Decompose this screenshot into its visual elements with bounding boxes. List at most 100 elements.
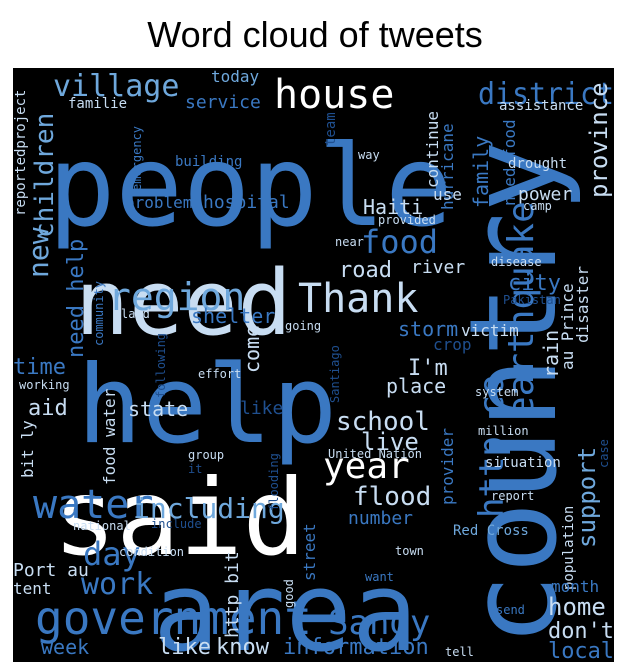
cloud-word: near [335,235,364,249]
cloud-word: drought [508,156,567,172]
cloud-word: school [336,407,430,437]
cloud-word: come [240,325,264,373]
cloud-word: time [13,355,66,380]
cloud-word: provider [438,428,457,505]
cloud-word: need help [64,239,89,358]
cloud-word: use [433,185,462,204]
cloud-word: Port au [13,560,89,581]
cloud-word: report [491,489,534,503]
cloud-word: building [175,154,242,170]
cloud-word: crop [433,335,472,354]
cloud-word: week [41,635,89,659]
cloud-word: condition [119,545,184,559]
cloud-word: camp [523,199,552,213]
cloud-word: state [128,397,188,421]
cloud-word: situation [485,455,561,471]
cloud-background [13,68,614,662]
cloud-word: team [323,112,339,146]
cloud-word: information [283,635,429,660]
word-cloud-panel: people need help said area country government w… [13,68,614,662]
cloud-word: http co [472,375,512,518]
cloud-word: don't [548,619,614,644]
cloud-word: help [77,343,337,468]
cloud-word: place [386,374,446,398]
cloud-word: system [475,385,518,399]
cloud-word: rain [539,330,563,378]
cloud-word: victim [461,321,519,340]
cloud-word: familie [68,96,127,112]
cloud-word: I'm [408,356,448,381]
cloud-word: flood [353,482,431,512]
cloud-word: live [361,428,419,456]
cloud-word: storm [398,317,458,341]
cloud-word: need [75,251,292,356]
cloud-word: like [158,635,211,660]
cloud-word: disease [491,255,542,269]
cloud-word: disaster [573,266,592,343]
cloud-word: number [348,508,413,529]
cloud-word: Thank [298,276,418,322]
cloud-word: city [508,271,561,296]
cloud-word: emergency [130,126,144,191]
cloud-word: Red Cross [453,523,529,539]
cloud-word: day [83,535,141,573]
cloud-word: people [48,122,453,252]
cloud-word: effort [198,367,241,381]
cloud-word: local [548,639,614,662]
cloud-word: year [323,446,410,487]
cloud-word: bit ly [18,420,37,478]
cloud-word: community [92,281,106,346]
cloud-word: food water [100,388,119,485]
cloud-word: au Prince [558,283,577,370]
cloud-word: river [411,257,465,278]
cloud-word: reportedproject [13,90,29,216]
cloud-word: area [153,548,418,662]
cloud-word: good [282,579,296,608]
cloud-word: following [154,333,168,398]
cloud-word: earthquake [501,201,542,418]
cloud-word: including [133,492,285,525]
cloud-word: problem [125,193,192,212]
cloud-word: water [33,482,153,528]
cloud-word: support [573,447,601,548]
cloud-word: Santiago [328,345,342,403]
cloud-word: aid [28,396,68,421]
cloud-word: working [19,378,70,392]
cloud-word: country [445,140,584,646]
cloud-word: tell [445,645,474,659]
cloud-word: Pakistan [503,293,561,307]
cloud-word: power [518,184,572,205]
cloud-word: month [551,577,599,596]
cloud-word: street [300,523,319,581]
cloud-word: shelter [191,304,275,328]
cloud-word: land [121,307,150,321]
cloud-word: children [30,113,60,238]
cloud-word: food [361,223,438,261]
cloud-word: Haiti [363,195,423,219]
cloud-word: flooding [267,453,281,511]
chart-title: Word cloud of tweets [147,14,483,55]
cloud-word: today [211,68,260,86]
cloud-word: hurricane [438,123,457,210]
cloud-word: work [81,567,153,602]
cloud-word: know [216,635,270,660]
cloud-word: http bit [222,551,243,638]
cloud-word: population [561,506,577,590]
cloud-word: tent [13,579,52,598]
cloud-word: province [585,82,613,198]
cloud-word: continue [423,111,442,188]
cloud-word: include [151,517,202,531]
cloud-word: service [185,92,261,113]
cloud-word: family [469,136,493,208]
cloud-word: road [339,258,392,283]
cloud-word: hospital [203,192,290,213]
cloud-word: going [285,319,321,333]
cloud-word: way [358,148,380,162]
cloud-word: district [478,77,614,112]
cloud-word: town [395,544,424,558]
cloud-word: national [73,519,131,533]
cloud-word: home [548,593,606,621]
cloud-word: region [108,275,245,319]
cloud-word: said [53,457,306,579]
